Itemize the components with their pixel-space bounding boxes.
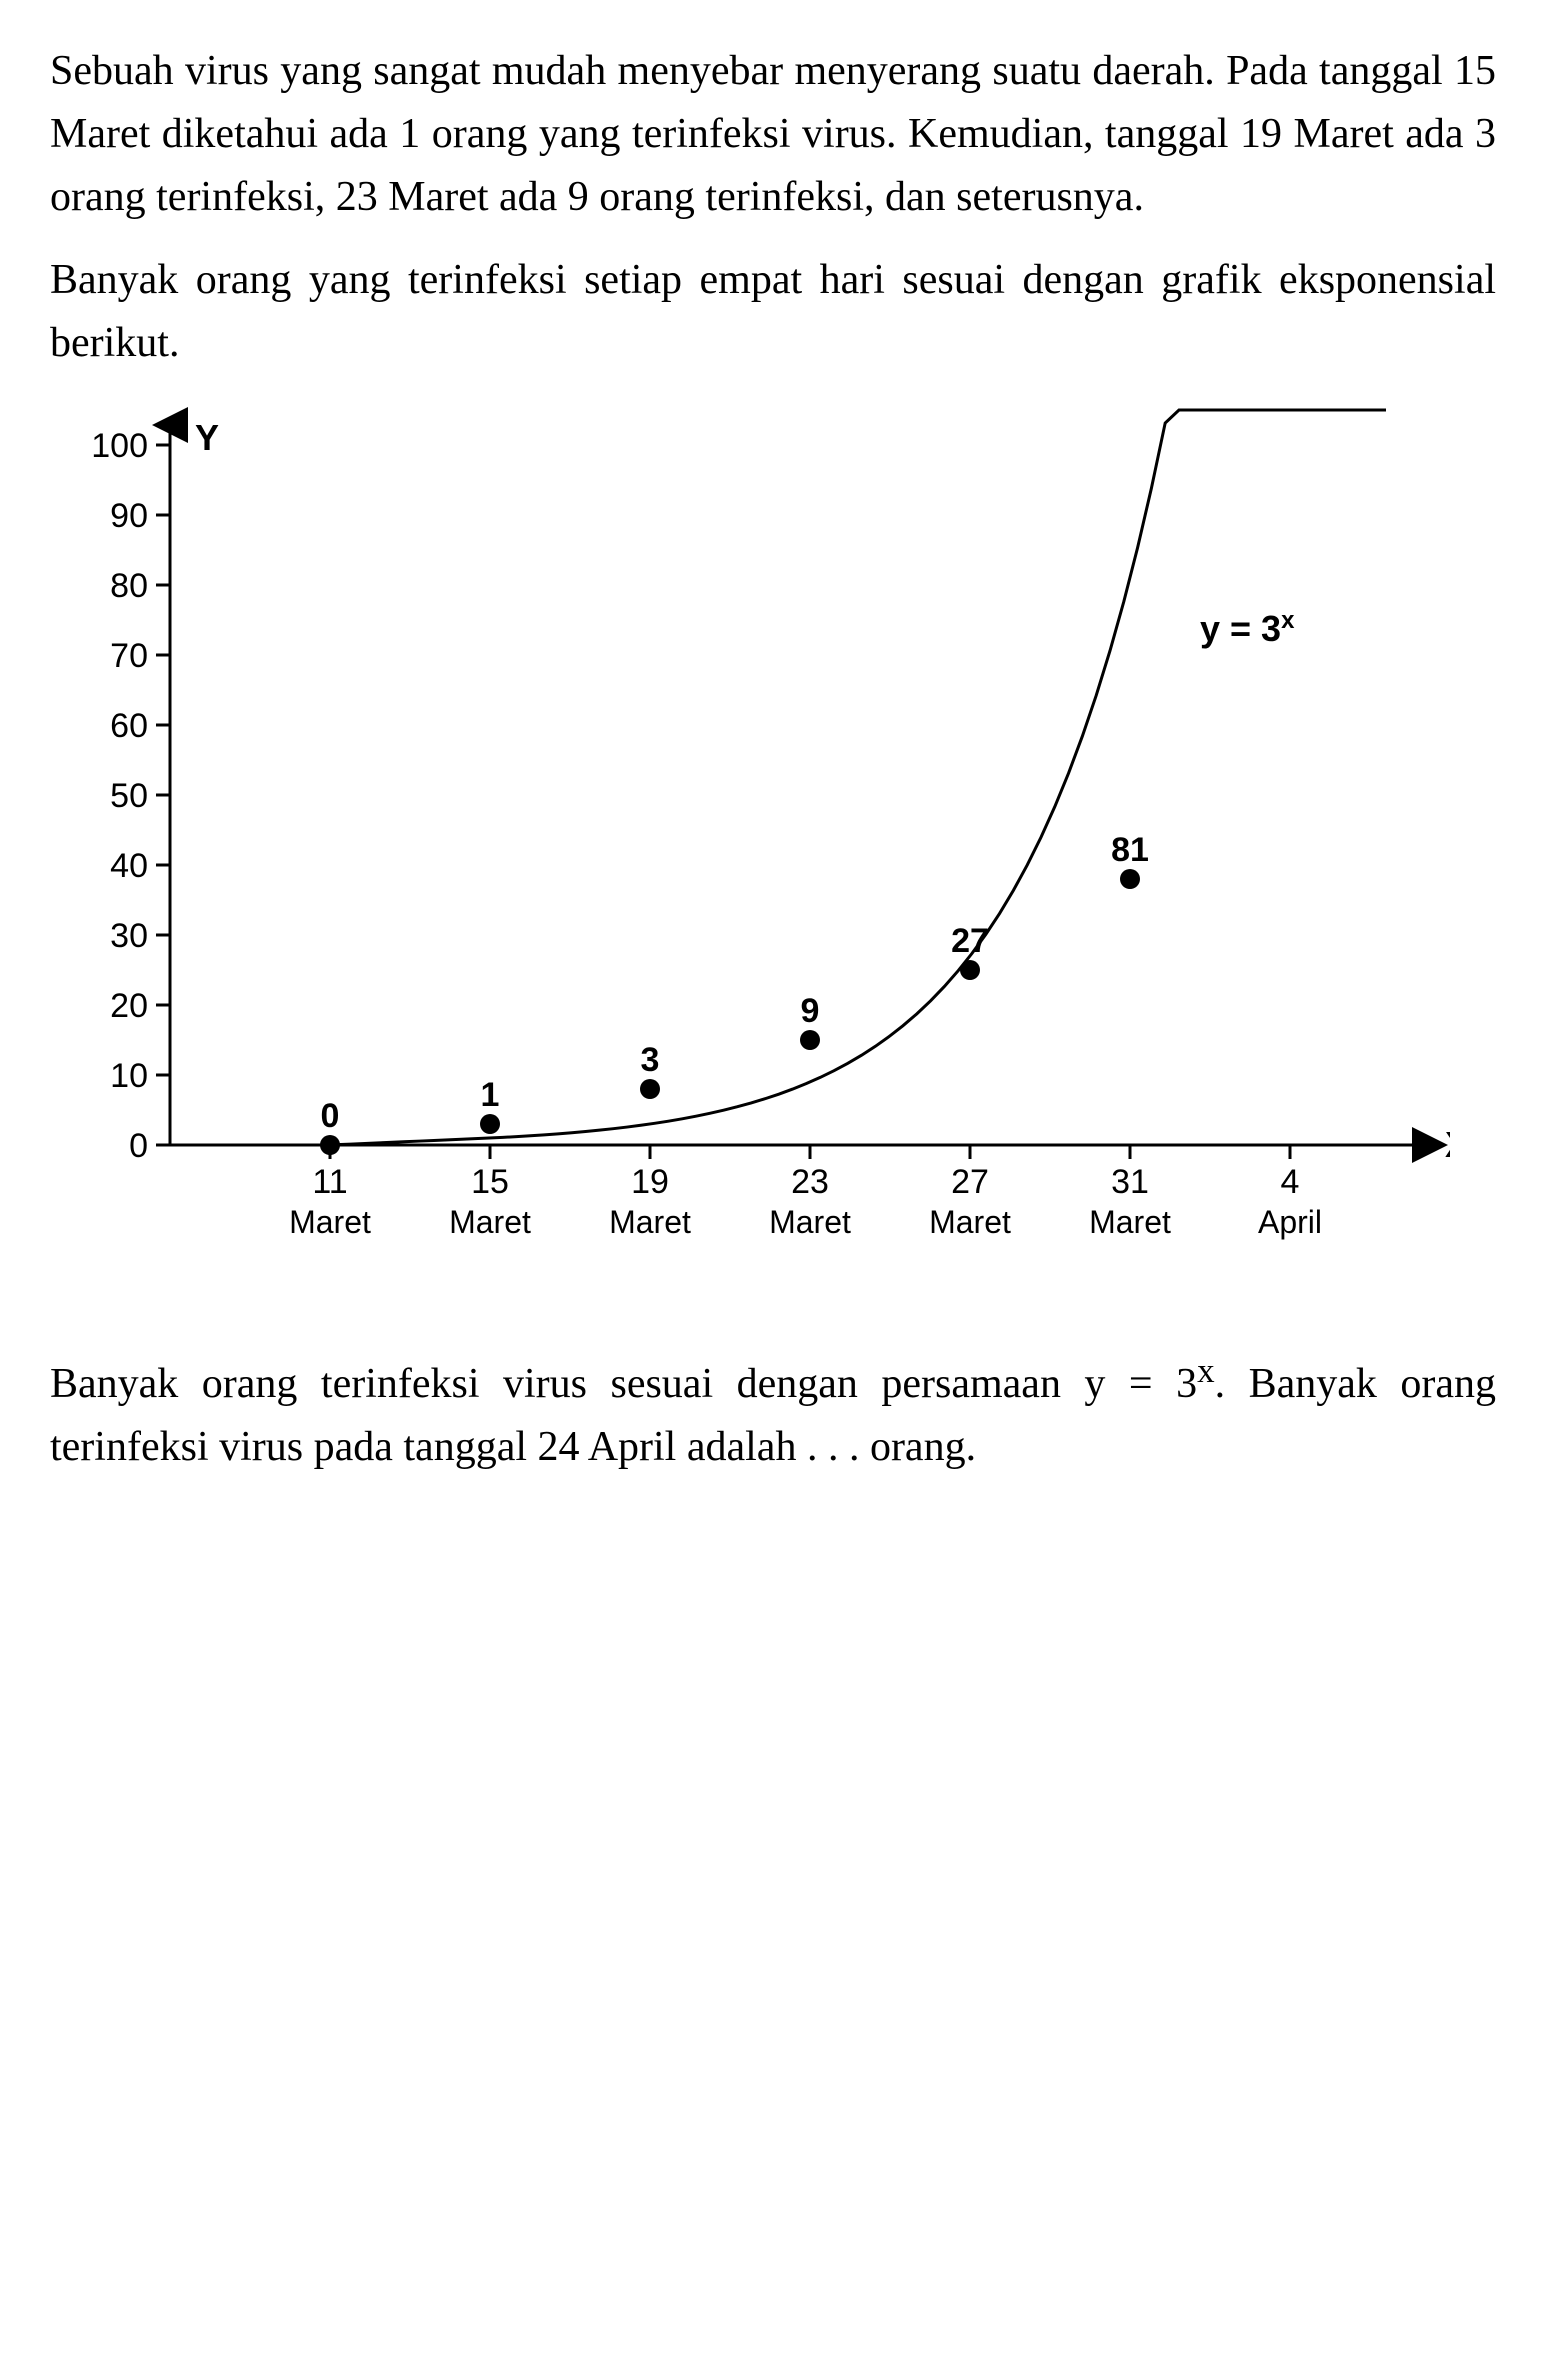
x-tick-label: 11	[312, 1163, 347, 1201]
y-tick-label: 10	[110, 1057, 148, 1095]
exponential-curve	[282, 410, 1386, 1145]
x-month-label: Maret	[769, 1204, 851, 1240]
problem-text-2: Banyak orang yang terinfeksi setiap empa…	[50, 249, 1496, 375]
y-tick-label: 0	[129, 1127, 148, 1165]
y-tick-label: 20	[110, 987, 148, 1025]
y-tick-label: 100	[91, 427, 148, 465]
data-point-label: 27	[951, 922, 989, 960]
data-point	[1120, 869, 1140, 889]
y-axis-label: Y	[195, 417, 219, 458]
y-tick-label: 50	[110, 777, 148, 815]
x-month-label: Maret	[449, 1204, 531, 1240]
y-tick-label: 60	[110, 707, 148, 745]
x-axis-label: X	[1445, 1124, 1450, 1165]
x-tick-label: 19	[631, 1163, 669, 1201]
problem-text-3: Banyak orang terinfeksi virus sesuai den…	[50, 1345, 1496, 1479]
data-point	[320, 1135, 340, 1155]
data-point-label: 0	[321, 1097, 340, 1135]
x-tick-label: 27	[951, 1163, 989, 1201]
y-tick-label: 70	[110, 637, 148, 675]
question-exponent: x	[1197, 1351, 1215, 1390]
chart-svg: YX010203040506070809010011Maret15Maret19…	[50, 405, 1450, 1305]
x-tick-label: 31	[1111, 1163, 1149, 1201]
y-tick-label: 90	[110, 497, 148, 535]
x-month-label: April	[1258, 1204, 1322, 1240]
x-tick-label: 23	[791, 1163, 829, 1201]
data-point-label: 81	[1111, 831, 1149, 869]
exponential-chart: YX010203040506070809010011Maret15Maret19…	[50, 405, 1450, 1305]
data-point	[960, 960, 980, 980]
x-tick-label: 15	[471, 1163, 509, 1201]
data-point	[640, 1079, 660, 1099]
x-tick-label: 4	[1281, 1163, 1300, 1201]
y-tick-label: 80	[110, 567, 148, 605]
curve-equation: y = 3x	[1200, 607, 1295, 650]
x-month-label: Maret	[1089, 1204, 1171, 1240]
x-month-label: Maret	[289, 1204, 371, 1240]
x-month-label: Maret	[929, 1204, 1011, 1240]
data-point	[800, 1030, 820, 1050]
data-point-label: 1	[481, 1076, 500, 1114]
problem-text-1: Sebuah virus yang sangat mudah menyebar …	[50, 40, 1496, 229]
data-point-label: 3	[641, 1041, 660, 1079]
question-part1: Banyak orang terinfeksi virus sesuai den…	[50, 1361, 1197, 1407]
y-tick-label: 40	[110, 847, 148, 885]
data-point	[480, 1114, 500, 1134]
data-point-label: 9	[801, 992, 820, 1030]
y-tick-label: 30	[110, 917, 148, 955]
x-month-label: Maret	[609, 1204, 691, 1240]
